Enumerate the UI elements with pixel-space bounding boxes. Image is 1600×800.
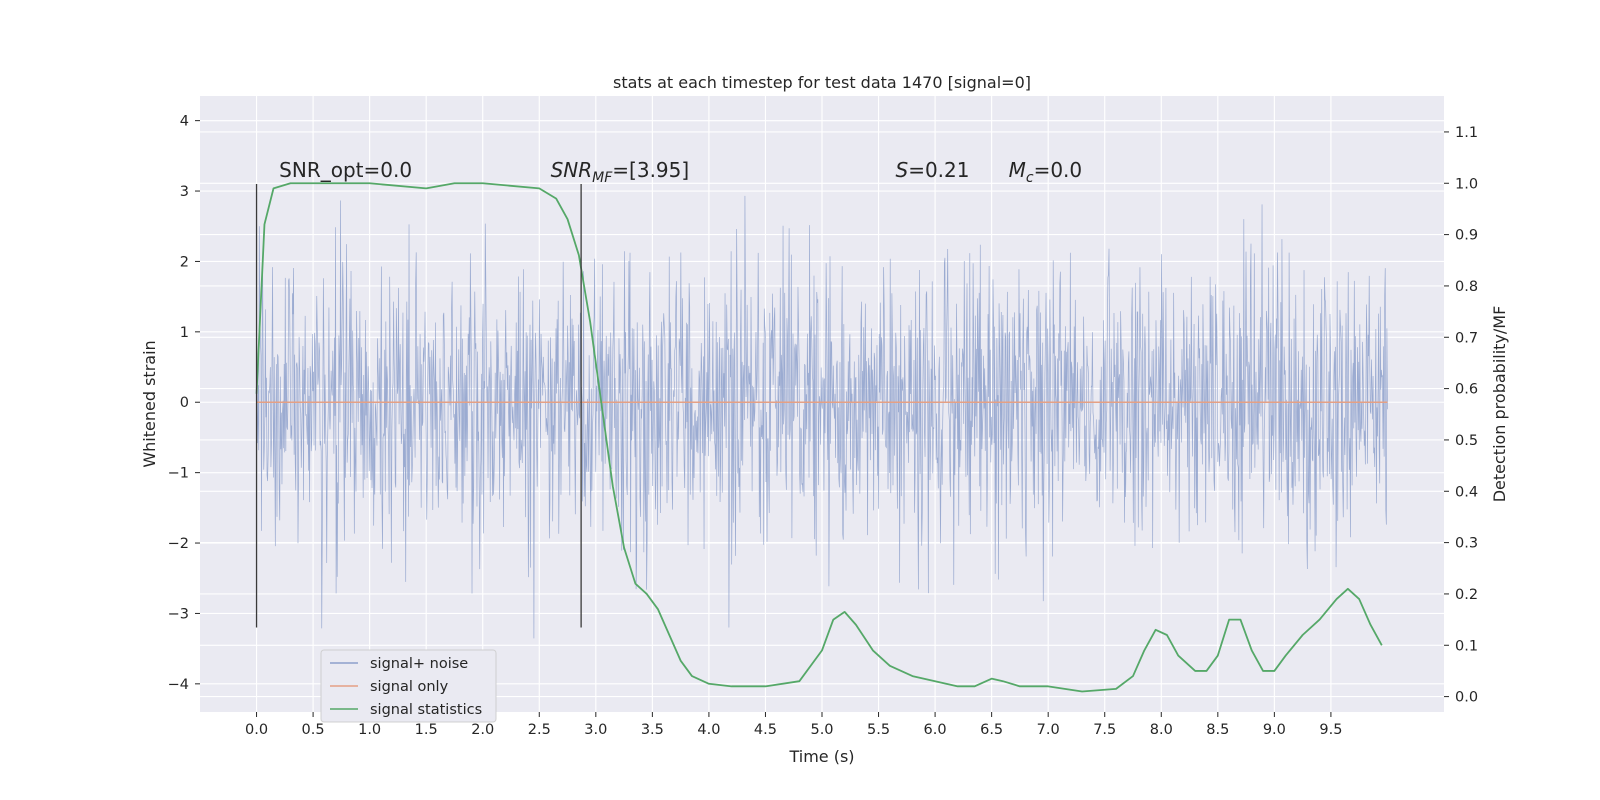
x-tick-label: 7.0 bbox=[1037, 722, 1060, 738]
signal-noise-line bbox=[256, 195, 1388, 639]
noise-series bbox=[256, 195, 1388, 639]
x-tick-label: 0.0 bbox=[245, 722, 268, 738]
y-tick-label: −1 bbox=[168, 466, 189, 482]
legend: signal+ noise signal only signal statist… bbox=[320, 649, 497, 723]
y-right-tick-label: 1.0 bbox=[1455, 176, 1478, 192]
y-right-tick-label: 0.6 bbox=[1455, 382, 1478, 398]
chart-title: stats at each timestep for test data 147… bbox=[613, 73, 1031, 92]
y-right-tick-label: 0.2 bbox=[1455, 587, 1478, 603]
vertical-markers bbox=[255, 184, 582, 628]
legend-label-signal-only: signal only bbox=[370, 679, 449, 695]
x-tick-label: 9.0 bbox=[1263, 722, 1286, 738]
annotation-text: SNRMF=[3.95] bbox=[551, 158, 690, 186]
y-right-tick-label: 0.3 bbox=[1455, 536, 1478, 552]
x-tick-label: 6.0 bbox=[924, 722, 947, 738]
legend-label-signal-noise: signal+ noise bbox=[370, 656, 468, 672]
annotations: SNR_opt=0.0 SNRMF=[3.95] S=0.21 Mc=0.0 bbox=[279, 158, 1082, 186]
y-right-tick-label: 0.0 bbox=[1455, 690, 1478, 706]
x-tick-label: 2.5 bbox=[528, 722, 551, 738]
y-right-tick-label: 0.8 bbox=[1455, 279, 1478, 295]
y-tick-label: 2 bbox=[180, 254, 189, 270]
y-right-tick-label: 0.4 bbox=[1455, 484, 1478, 500]
y-right-tick-label: 0.9 bbox=[1455, 228, 1478, 244]
x-tick-label: 9.5 bbox=[1319, 722, 1342, 738]
x-tick-label: 7.5 bbox=[1093, 722, 1116, 738]
legend-label-signal-statistics: signal statistics bbox=[370, 702, 482, 718]
tick-labels: 0.0 0.5 1.0 1.5 2.0 2.5 3.0 3.5 4.0 4.5 5.0 5.5 6.0 6… bbox=[168, 114, 1478, 738]
y-axis-label: Whitened strain bbox=[140, 340, 159, 467]
x-tick-label: 1.5 bbox=[415, 722, 438, 738]
x-tick-label: 0.5 bbox=[302, 722, 325, 738]
y-tick-label: 0 bbox=[180, 395, 189, 411]
x-tick-label: 6.5 bbox=[980, 722, 1003, 738]
data-series bbox=[255, 182, 1388, 693]
x-axis-label: Time (s) bbox=[788, 747, 854, 766]
x-tick-label: 1.0 bbox=[358, 722, 381, 738]
annotation-text: S=0.21 bbox=[896, 158, 970, 182]
annotation-text: SNR_opt=0.0 bbox=[279, 158, 412, 182]
x-tick-label: 2.0 bbox=[471, 722, 494, 738]
legend-box bbox=[320, 649, 497, 723]
y-right-tick-label: 0.1 bbox=[1455, 638, 1478, 654]
x-tick-label: 4.5 bbox=[754, 722, 777, 738]
y-right-tick-label: 1.1 bbox=[1455, 125, 1478, 141]
y-right-tick-label: 0.7 bbox=[1455, 330, 1478, 346]
y-tick-label: −2 bbox=[168, 536, 189, 552]
x-tick-label: 5.0 bbox=[810, 722, 833, 738]
x-tick-label: 8.5 bbox=[1206, 722, 1229, 738]
x-tick-label: 3.5 bbox=[641, 722, 664, 738]
y-axis-right-label: Detection probability/MF bbox=[1490, 306, 1509, 503]
y-tick-label: 1 bbox=[180, 325, 189, 341]
annotation-text: Mc=0.0 bbox=[1009, 158, 1083, 186]
x-tick-label: 5.5 bbox=[867, 722, 890, 738]
y-tick-label: 4 bbox=[180, 114, 189, 130]
y-tick-label: 3 bbox=[180, 184, 189, 200]
y-right-tick-label: 0.5 bbox=[1455, 433, 1478, 449]
signal-statistics-line bbox=[255, 182, 1383, 693]
y-tick-label: −4 bbox=[168, 677, 189, 693]
y-tick-label: −3 bbox=[168, 606, 189, 622]
x-tick-label: 3.0 bbox=[584, 722, 607, 738]
x-tick-label: 4.0 bbox=[697, 722, 720, 738]
x-tick-label: 8.0 bbox=[1150, 722, 1173, 738]
